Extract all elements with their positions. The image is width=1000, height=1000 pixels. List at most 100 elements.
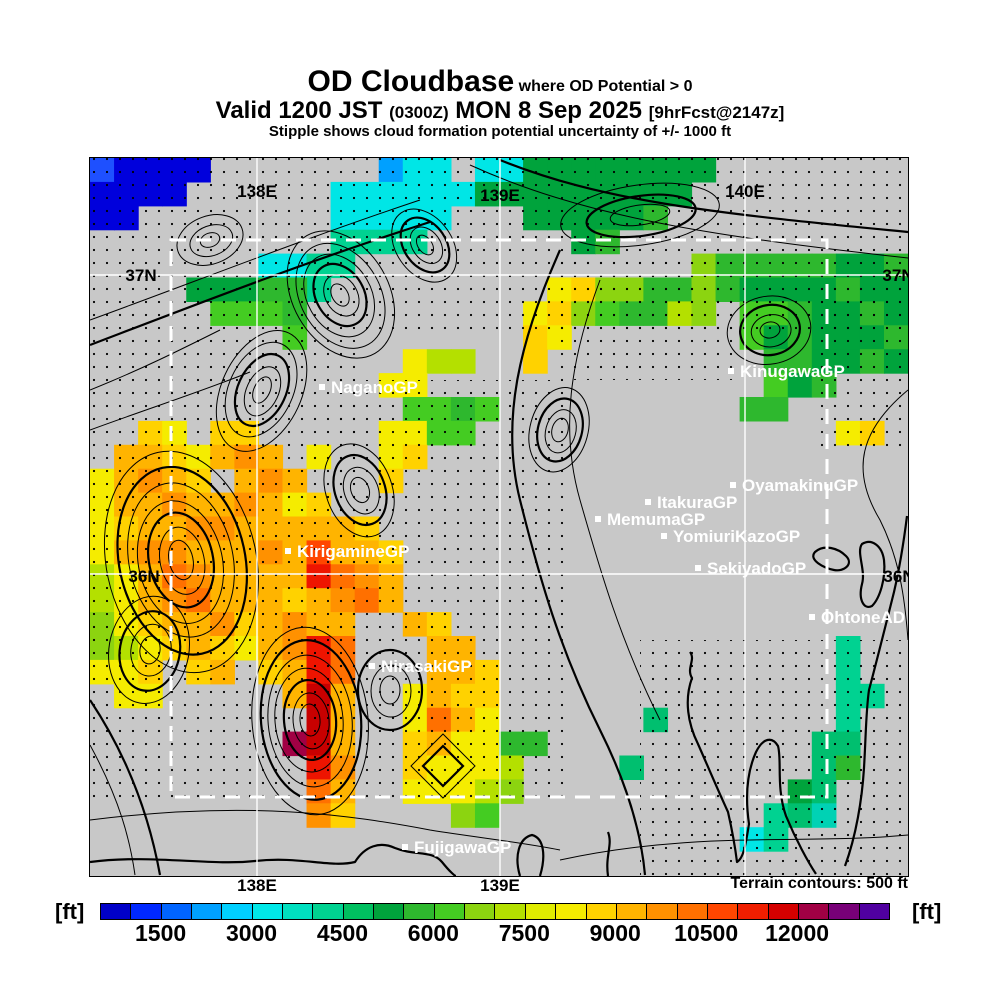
coordinate-label: 36N <box>128 567 159 586</box>
colorbar-segment <box>798 904 830 919</box>
station-marker-icon <box>728 368 734 374</box>
station-marker-icon <box>645 499 651 505</box>
colorbar-tick-label: 3000 <box>225 920 278 946</box>
terrain-contour-note: Terrain contours: 500 ft <box>730 875 908 892</box>
colorbar-segment <box>677 904 708 919</box>
inner-domain-box <box>169 238 829 799</box>
colorbar-segment <box>859 904 889 919</box>
cloudbase-cell <box>787 349 813 374</box>
station-marker-icon <box>319 384 325 390</box>
valid-time: Valid 1200 JST <box>215 97 390 125</box>
station-label: KinugawaGP <box>740 362 845 381</box>
cloudbase-cell <box>306 803 332 828</box>
station-label: NirasakiGP <box>381 657 472 676</box>
colorbar-segment <box>768 904 799 919</box>
coordinate-labels: 138E 139E 140E 37N 37N 36N 36N <box>125 182 914 586</box>
cloudbase-cell <box>523 349 548 374</box>
colorbar-segment <box>434 904 466 919</box>
valid-zulu: (0300Z) <box>389 103 449 123</box>
coordinate-label: 37N <box>882 266 908 285</box>
cloudbase-cell <box>739 397 765 422</box>
station-marker-icon <box>730 482 736 488</box>
colorbar-segment <box>556 904 587 919</box>
station-marker-icon <box>285 548 291 554</box>
colorbar <box>100 903 890 920</box>
station-label: OyamakinuGP <box>742 476 858 495</box>
station-label: NaganoGP <box>331 378 418 397</box>
cloudbase-cell <box>426 349 452 374</box>
cloudbase-cell <box>763 373 789 398</box>
cloudbase-cell <box>450 349 476 374</box>
station-marker-icon <box>695 565 701 571</box>
station-marker-icon <box>661 533 667 539</box>
coordinate-label: 139E <box>480 186 520 205</box>
title-line-1: OD Cloudbase where OD Potential > 0 <box>0 65 1000 98</box>
colorbar-segment <box>313 904 344 919</box>
colorbar-tick-label: 1500 <box>135 920 187 946</box>
colorbar-unit-right: [ft] <box>912 899 942 924</box>
title-block: OD Cloudbase where OD Potential > 0 Vali… <box>0 65 1000 141</box>
colorbar-segment <box>252 904 284 919</box>
coordinate-label: 138E <box>237 182 277 201</box>
colorbar-segment <box>404 904 435 919</box>
title-qualifier: where OD Potential > 0 <box>514 78 693 95</box>
station-label: SekiyadoGP <box>707 559 806 578</box>
station-label: FujigawaGP <box>414 838 511 857</box>
station-label: YomiuriKazoGP <box>673 527 800 546</box>
terrain-contours <box>89 158 909 876</box>
colorbar-segment <box>829 904 860 919</box>
graticule <box>90 158 908 876</box>
cloudbase-cell <box>402 349 428 374</box>
cloudbase-cell <box>450 803 476 828</box>
colorbar-segment <box>707 904 739 919</box>
colorbar-tick-label: 4500 <box>316 920 369 946</box>
colorbar-segment <box>343 904 375 919</box>
colorbar-segment <box>647 904 678 919</box>
bottom-label-138e: 138E <box>237 876 277 895</box>
station-label: KirigamineGP <box>297 542 409 561</box>
colorbar-segment <box>374 904 405 919</box>
colorbar-segment <box>161 904 193 919</box>
coordinate-label: 36N <box>883 567 908 586</box>
stipple-note: Stipple shows cloud formation potential … <box>268 123 732 141</box>
station-label: MemumaGP <box>607 510 705 529</box>
colorbar-tick-label: 10500 <box>674 920 739 946</box>
colorbar-segment <box>222 904 253 919</box>
colorbar-segment <box>131 904 162 919</box>
bottom-label-139e: 139E <box>480 876 520 895</box>
colorbar-tick-label: 12000 <box>765 920 830 946</box>
title-line-valid: Valid 1200 JST (0300Z) MON 8 Sep 2025 [9… <box>0 98 1000 124</box>
station-marker-icon <box>595 516 601 522</box>
cloudbase-cell <box>763 397 789 422</box>
colorbar-segment <box>192 904 223 919</box>
colorbar-segment <box>738 904 769 919</box>
colorbar-segment <box>616 904 648 919</box>
coordinate-label: 37N <box>125 266 156 285</box>
colorbar-segment <box>495 904 526 919</box>
coordinate-label: 140E <box>725 182 765 201</box>
colorbar-tick-label: 9000 <box>589 920 641 946</box>
colorbar-unit-left: [ft] <box>55 899 85 924</box>
forecast-map[interactable]: 138E 139E 140E 37N 37N 36N 36N NaganoGP Kinugaw… <box>89 157 915 878</box>
stipple-layer <box>90 158 908 875</box>
colorbar-segment <box>465 904 496 919</box>
page-title: OD Cloudbase <box>307 65 515 98</box>
colorbar-segment <box>586 904 617 919</box>
cloudbase-cell <box>787 373 813 398</box>
colorbar-tick-label: 7500 <box>498 920 550 946</box>
map-canvas: 138E 139E 140E 37N 37N 36N 36N NaganoGP Kinugaw… <box>89 158 915 878</box>
station-marker-icon <box>369 663 375 669</box>
station-label: OhtoneAD <box>821 608 905 627</box>
cloudbase-cell <box>619 755 644 780</box>
station-layer: NaganoGP KinugawaGP OyamakinuGP ItakuraGPMe… <box>285 362 905 857</box>
colorbar-tick-label: 6000 <box>407 920 459 946</box>
colorbar-segment <box>101 904 132 919</box>
forecast-tag: [9hrFcst@2147z] <box>648 103 785 123</box>
cloudbase-cell <box>474 803 500 828</box>
colorbar-segment <box>525 904 557 919</box>
station-marker-icon <box>809 614 815 620</box>
colorbar-segment <box>283 904 314 919</box>
station-marker-icon <box>402 844 408 850</box>
valid-date: MON 8 Sep 2025 <box>448 97 649 125</box>
